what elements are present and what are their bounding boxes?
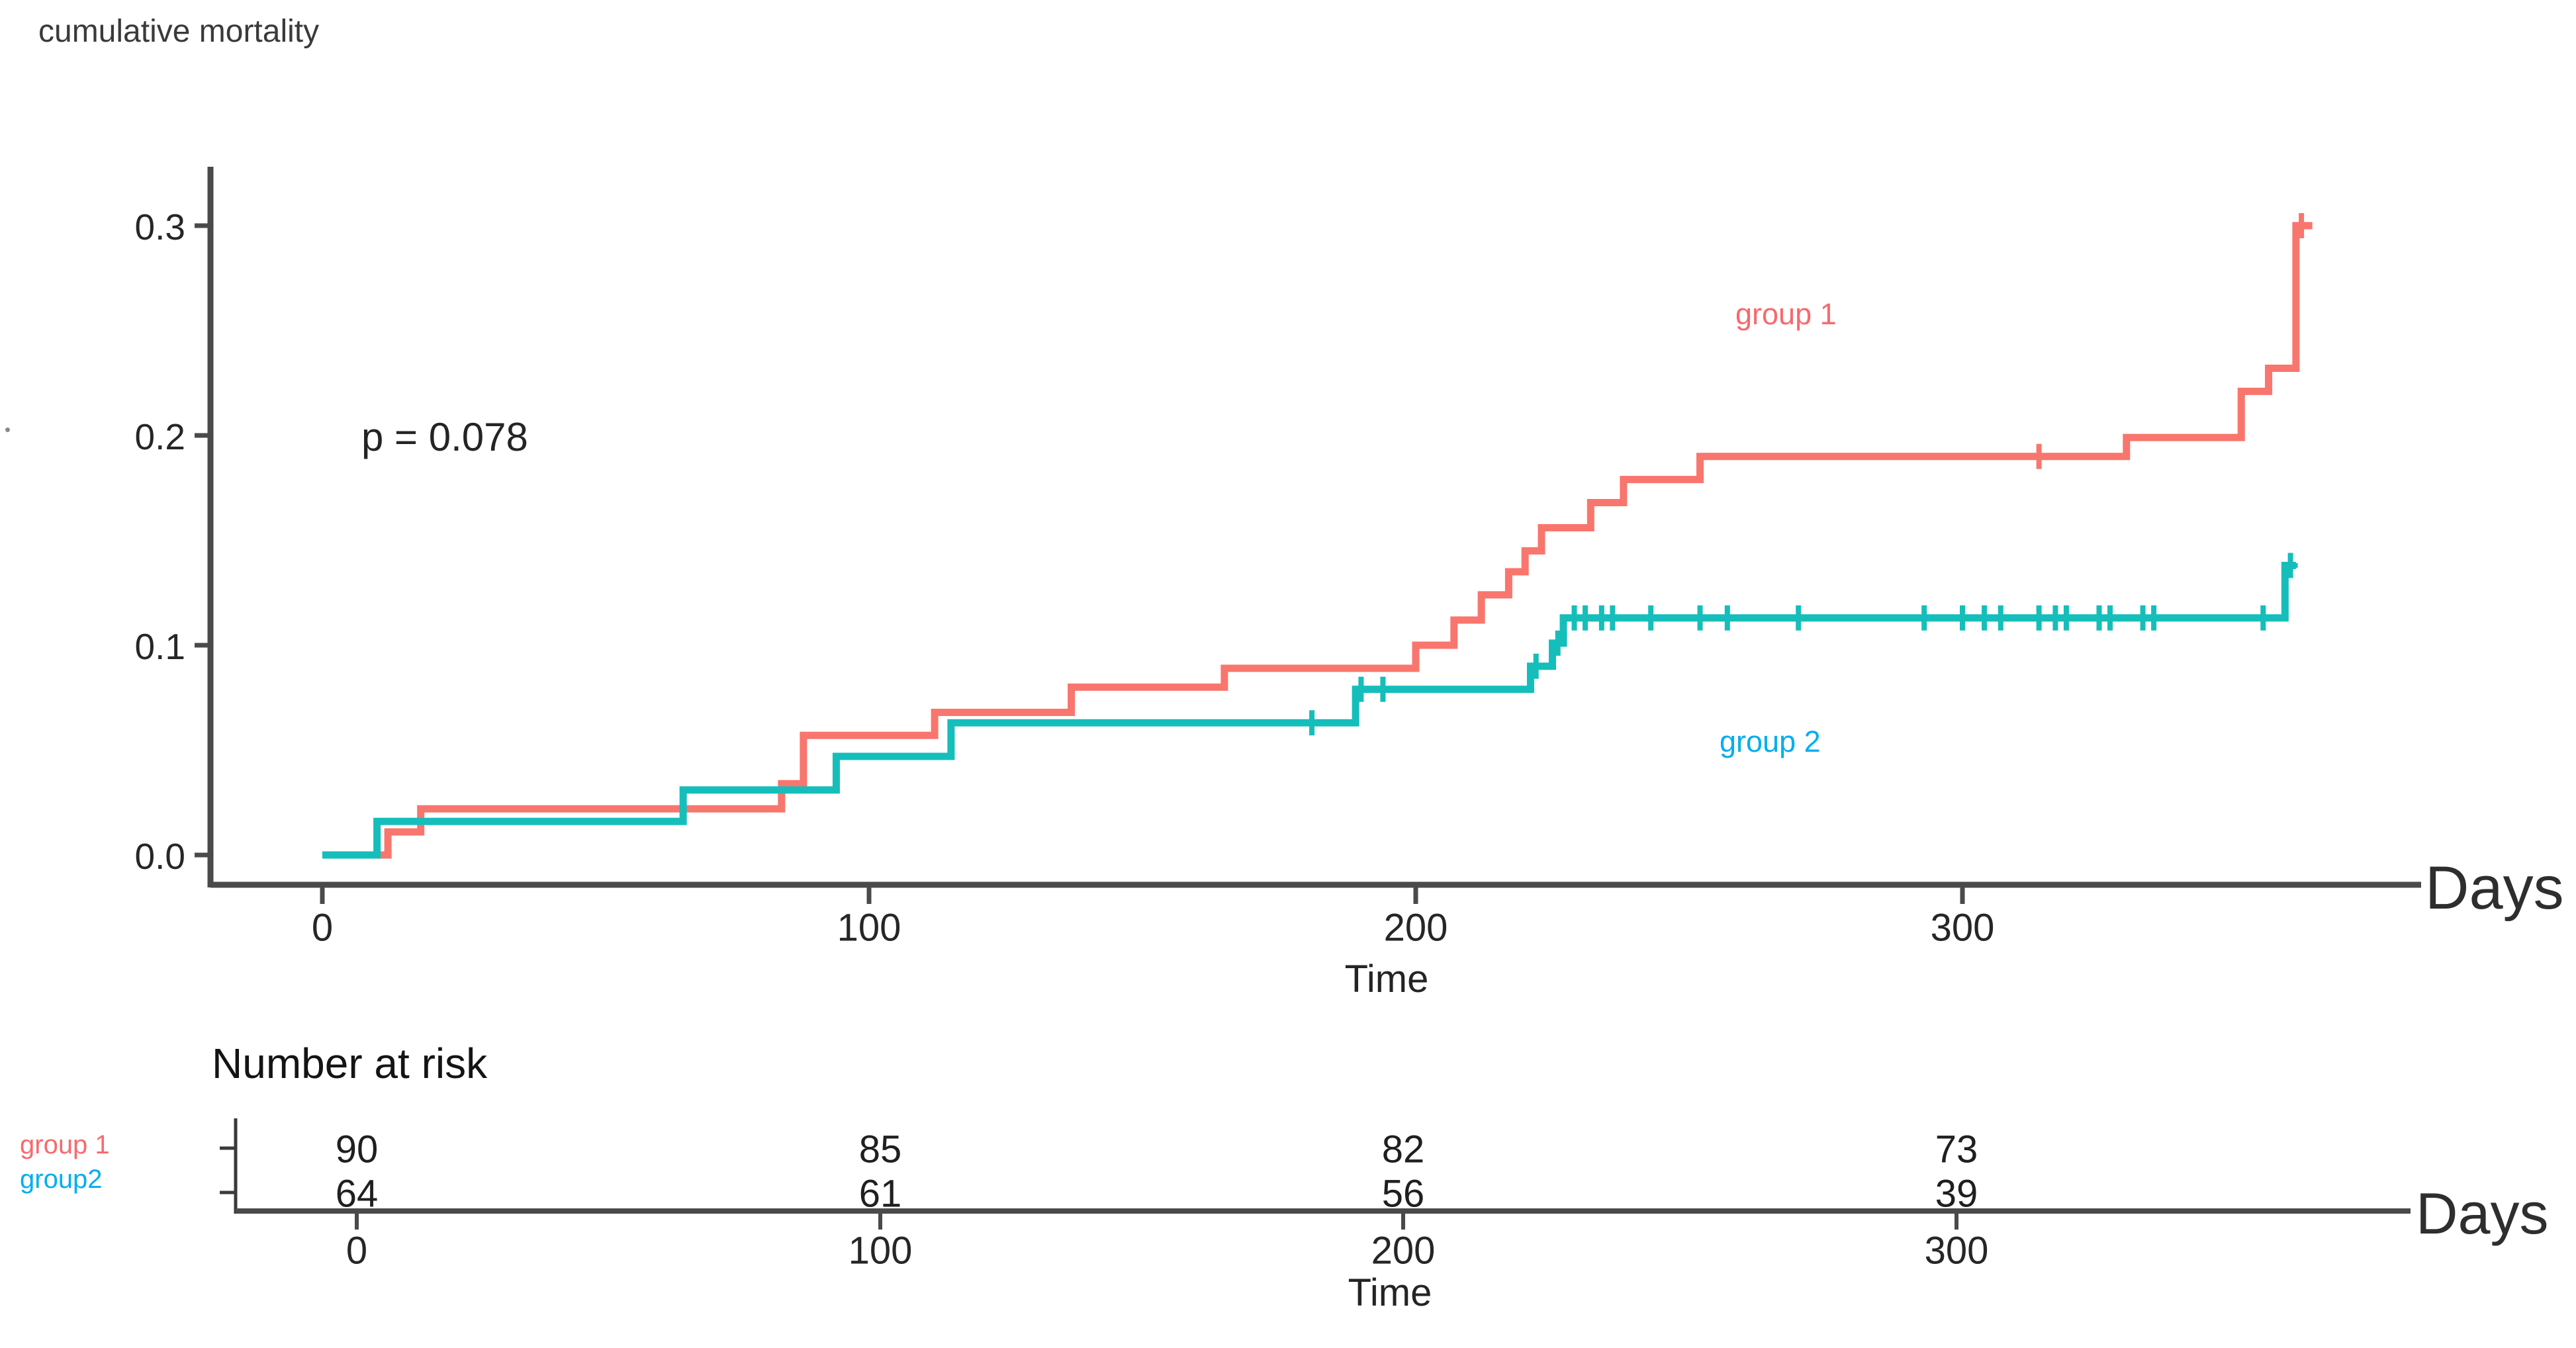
x-tick-label: 300 <box>1931 907 1995 950</box>
risk-count-row1: 85 <box>859 1128 902 1171</box>
risk-row-label-group2: group2 <box>20 1165 103 1194</box>
y-tick-label: 0.3 <box>135 206 185 247</box>
risk-x-tick-label: 100 <box>849 1230 913 1273</box>
x-tick-label: 0 <box>312 907 333 950</box>
x-axis-title-main: Time <box>1344 958 1429 1001</box>
p-value-annotation: p = 0.078 <box>361 415 528 459</box>
risk-count-row2: 56 <box>1382 1173 1425 1216</box>
risk-count-row1: 82 <box>1382 1128 1425 1171</box>
y-tick-label: 0.0 <box>135 836 185 877</box>
x-axis-title-risk: Time <box>1348 1271 1432 1314</box>
number-at-risk-heading: Number at risk <box>212 1040 488 1087</box>
x-tick-label: 100 <box>837 907 901 950</box>
risk-count-row1: 73 <box>1935 1128 1978 1171</box>
risk-x-tick-label: 200 <box>1371 1230 1436 1273</box>
stray-mark <box>5 427 10 432</box>
survival-curve-group2 <box>322 562 2296 859</box>
survival-curve-group1 <box>322 222 2313 859</box>
risk-count-row2: 39 <box>1935 1173 1978 1216</box>
x-axis-unit-label-risk: Days <box>2416 1181 2549 1246</box>
chart-title: cumulative mortality <box>38 14 320 49</box>
risk-x-tick-label: 0 <box>346 1230 367 1273</box>
group1-curve-label: group 1 <box>1735 297 1837 331</box>
x-axis-unit-label-main: Days <box>2425 854 2564 922</box>
risk-count-row2: 64 <box>336 1173 379 1216</box>
x-tick-label: 200 <box>1384 907 1448 950</box>
group2-curve-label: group 2 <box>1720 725 1821 758</box>
risk-row-label-group1: group 1 <box>20 1130 110 1159</box>
risk-count-row1: 90 <box>336 1128 379 1171</box>
risk-x-tick-label: 300 <box>1925 1230 1989 1273</box>
y-tick-label: 0.1 <box>135 626 185 667</box>
y-tick-label: 0.2 <box>135 416 185 457</box>
risk-count-row2: 61 <box>859 1173 902 1216</box>
